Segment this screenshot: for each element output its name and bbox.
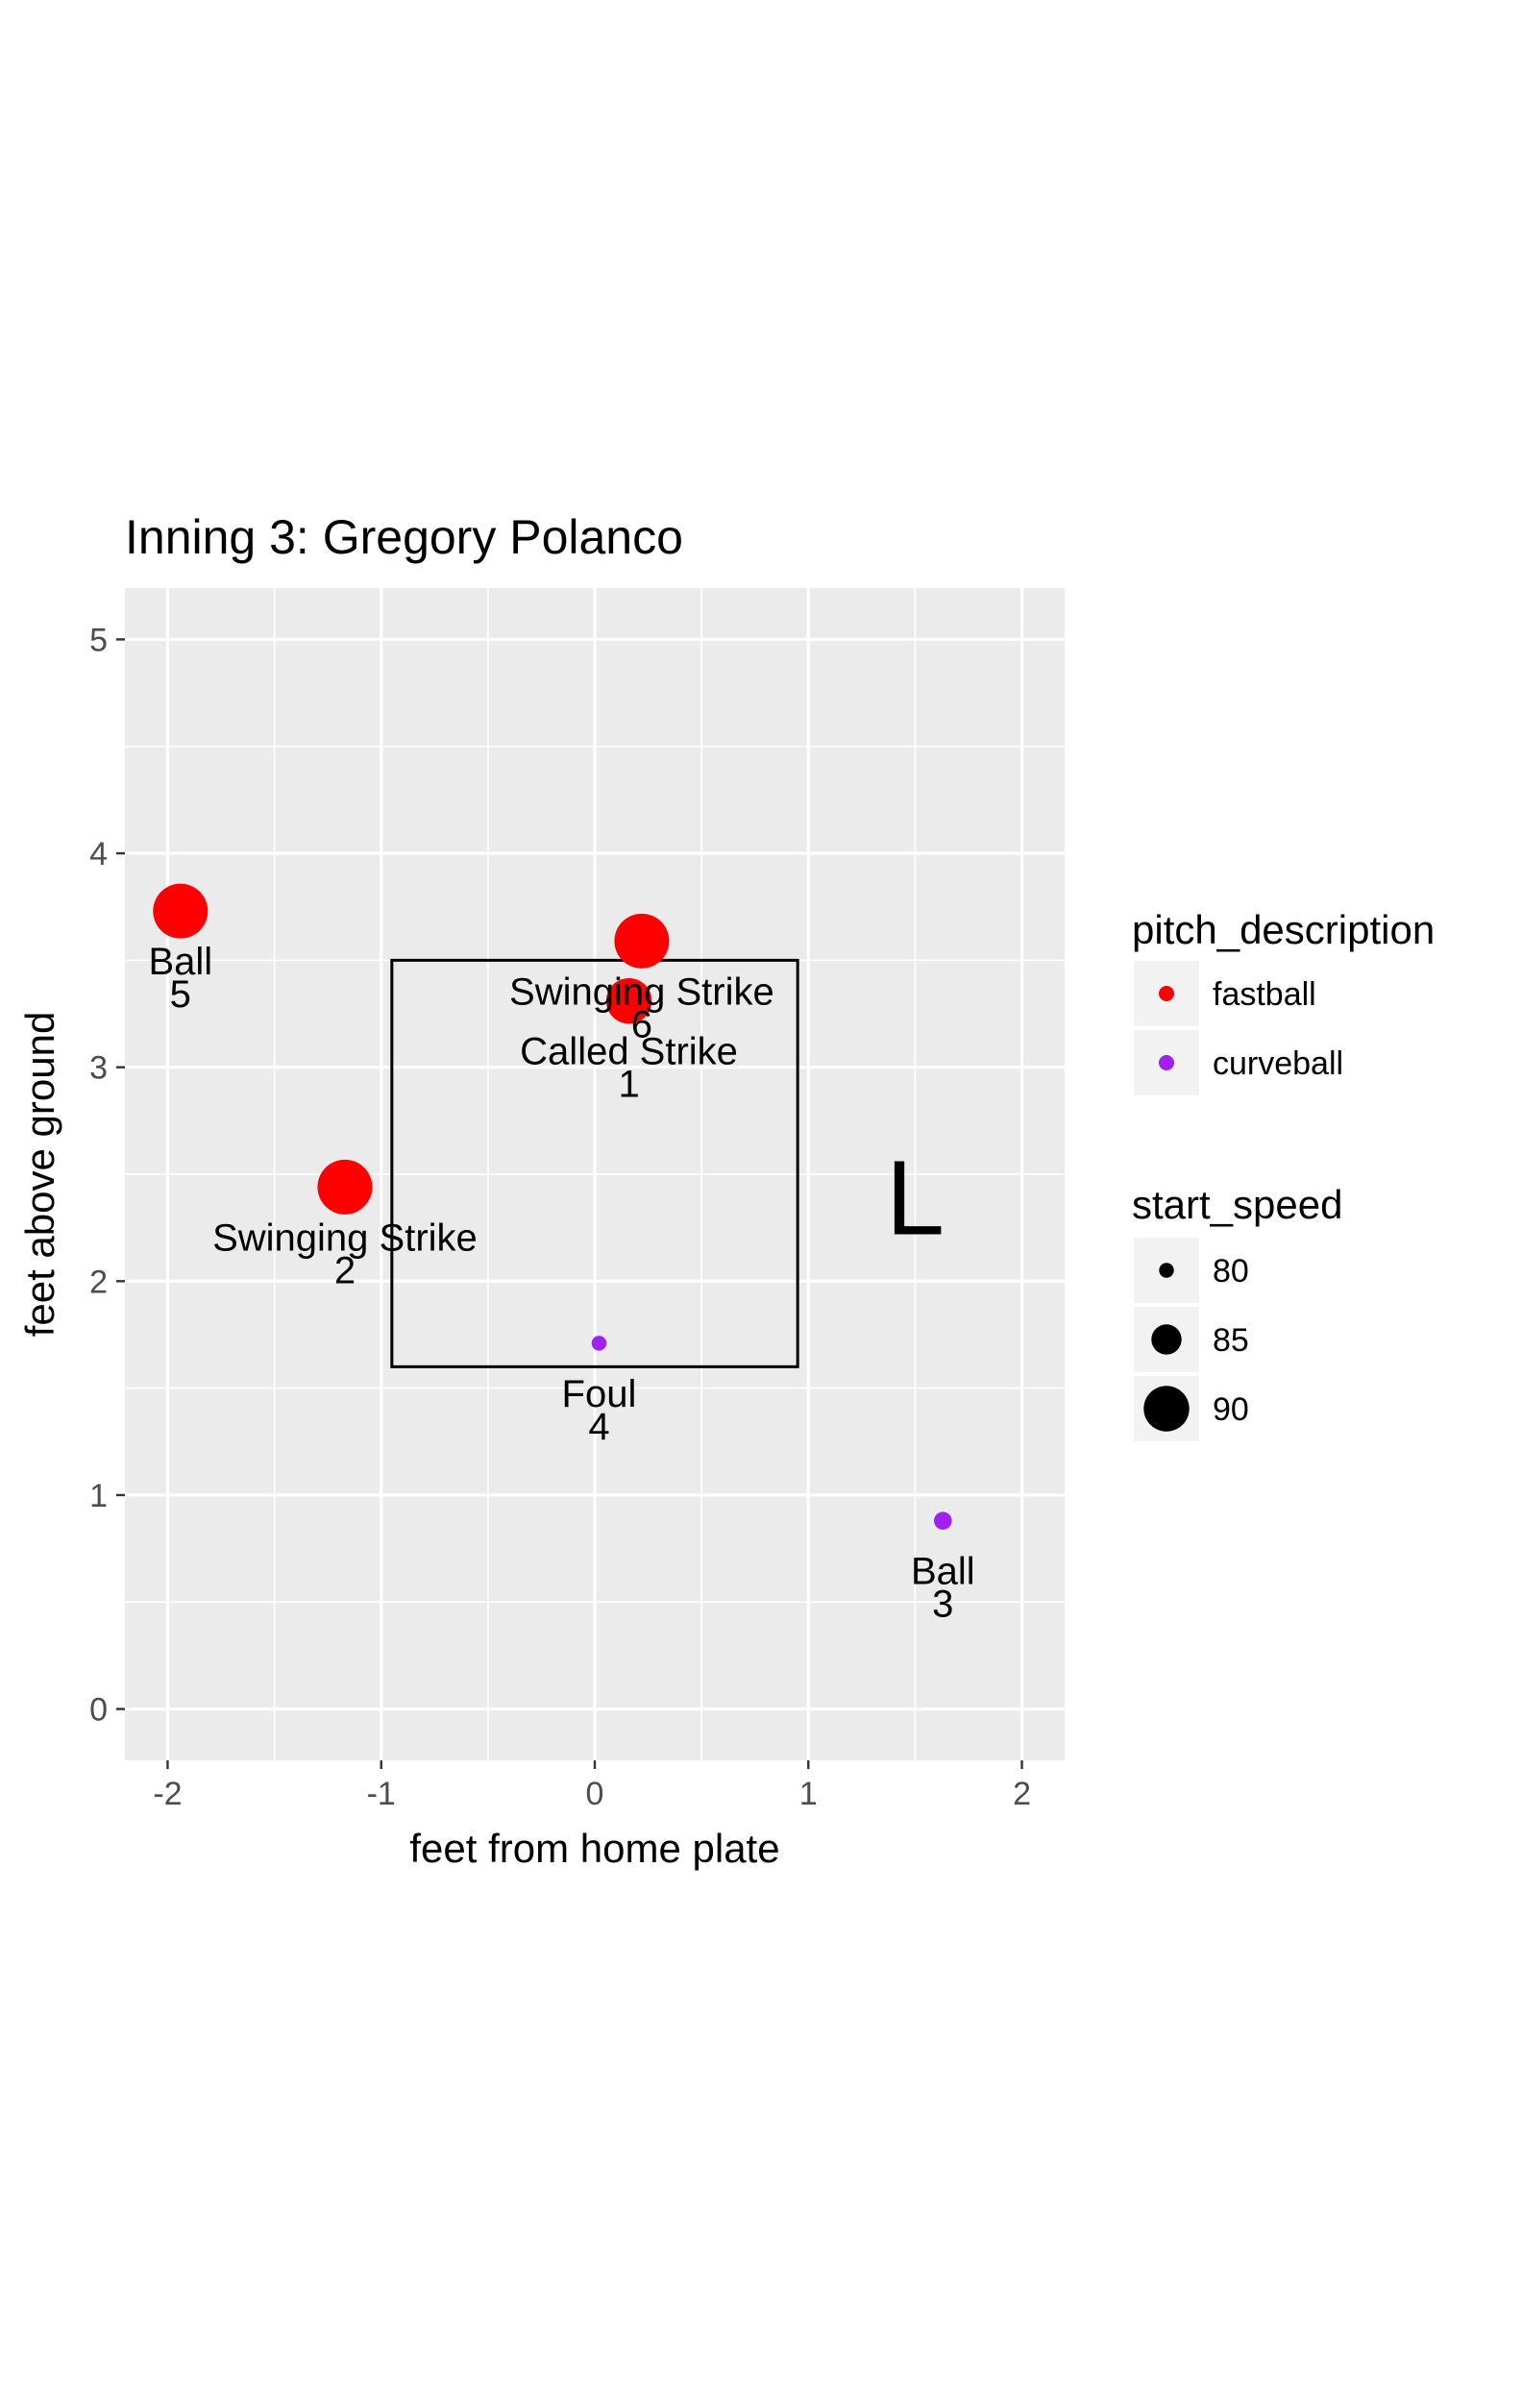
legend-size-label: 85 <box>1213 1322 1249 1359</box>
x-tick-label: 0 <box>586 1776 604 1812</box>
pitch-outcome-label: Swinging Strike <box>509 971 774 1013</box>
chart-title: Inning 3: Gregory Polanco <box>125 510 683 564</box>
pitch-point <box>591 1336 607 1351</box>
legend-color-label: fastball <box>1213 976 1316 1013</box>
pitch-outcome-label: Ball <box>911 1551 975 1593</box>
y-tick-label: 0 <box>89 1692 108 1729</box>
batter-side-annotation: L <box>886 1139 945 1257</box>
legend-color-items: fastball curveball <box>1134 961 1343 1095</box>
pitch-point <box>605 977 652 1024</box>
legend-size-swatch <box>1143 1386 1190 1432</box>
legend-size-swatch <box>1151 1324 1182 1355</box>
pitch-number-label: 4 <box>588 1406 609 1448</box>
x-axis-title: feet from home plate <box>409 1826 779 1871</box>
strike-zone-layer <box>390 958 799 1368</box>
y-tick-label: 3 <box>89 1050 108 1087</box>
pitch-point <box>614 913 670 969</box>
legend-color-title: pitch_description <box>1132 907 1435 952</box>
x-tick-label: 1 <box>799 1776 818 1812</box>
x-tick-label: -1 <box>367 1776 396 1812</box>
legend-size-label: 90 <box>1213 1391 1249 1428</box>
legend-color-swatch <box>1159 986 1174 1001</box>
pitch-point <box>317 1159 373 1215</box>
pitch-outcome-label: Foul <box>562 1373 637 1415</box>
legend-color-label: curveball <box>1213 1045 1343 1082</box>
y-tick-label: 2 <box>89 1264 108 1300</box>
pitch-outcome-label: Swinging Strike <box>212 1216 478 1259</box>
y-tick-label: 1 <box>89 1478 108 1514</box>
points-layer <box>153 883 952 1530</box>
grid-lines <box>125 588 1065 1760</box>
pitch-point <box>153 883 209 939</box>
pitch-outcome-label: Called Strike <box>520 1031 738 1073</box>
legend: pitch_description fastball curveball star… <box>1132 907 1435 1441</box>
legend-size-swatch <box>1159 1263 1174 1278</box>
strike-zone <box>390 958 799 1368</box>
y-axis: 0 1 2 3 4 5 <box>89 622 125 1729</box>
y-tick-label: 4 <box>89 836 108 872</box>
legend-size-label: 80 <box>1213 1253 1249 1290</box>
x-axis: -2 -1 0 1 2 <box>153 1760 1031 1812</box>
legend-color-swatch <box>1159 1055 1174 1070</box>
y-axis-title: feet above ground <box>17 1012 62 1338</box>
pitch-number-label: 2 <box>334 1249 356 1291</box>
x-tick-label: 2 <box>1013 1776 1031 1812</box>
pitch-number-label: 5 <box>170 973 191 1016</box>
pitch-number-label: 6 <box>631 1003 652 1045</box>
x-tick-label: -2 <box>153 1776 182 1812</box>
legend-size-title: start_speed <box>1132 1182 1342 1227</box>
pitch-number-label: 1 <box>618 1064 639 1106</box>
legend-size-items: 80 85 90 <box>1134 1238 1249 1441</box>
y-tick-label: 5 <box>89 622 108 658</box>
pitch-point <box>934 1511 952 1530</box>
pitch-number-label: 3 <box>932 1584 953 1626</box>
pitch-outcome-label: Ball <box>148 941 212 983</box>
